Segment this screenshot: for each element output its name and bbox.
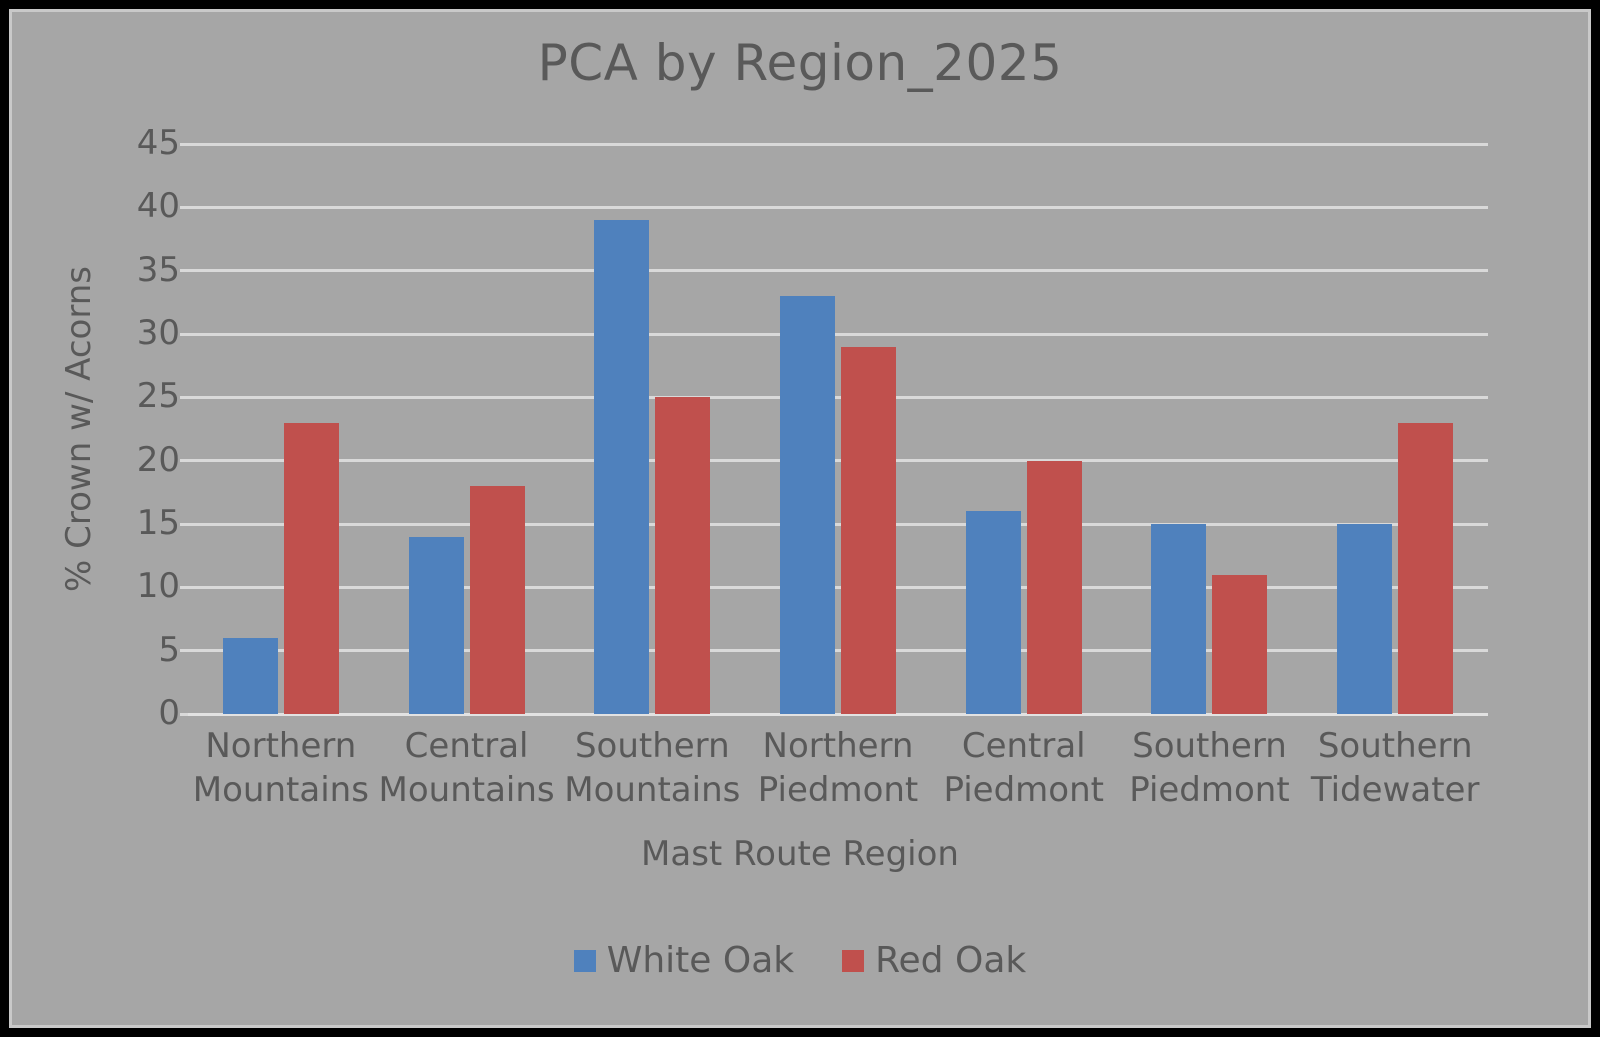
x-tick-label-line: Southern <box>574 726 730 766</box>
legend-label-white-oak: White Oak <box>606 940 795 981</box>
x-tick-label: Southern Tidewater <box>1302 724 1488 812</box>
gridline-5 <box>188 649 1488 653</box>
x-tick-label-line: Mountains <box>378 770 555 810</box>
bar-group <box>188 144 374 714</box>
gridline-40 <box>188 205 1488 209</box>
bar-red-oak[interactable] <box>1026 460 1082 714</box>
x-tick-label-line: Piedmont <box>1129 770 1290 810</box>
y-axis-title-label: % Crown w/ Acorns <box>59 266 100 592</box>
x-tick-label-line: Southern <box>1132 726 1287 766</box>
y-tick-label-25: 25 <box>136 376 180 417</box>
x-tick-label: Northern Mountains <box>188 724 374 812</box>
chart-inner-border: PCA by Region_2025 % Crown w/ Acorns 45 4… <box>9 9 1591 1028</box>
x-tick-label: Southern Mountains <box>559 724 745 812</box>
bar-group <box>931 144 1117 714</box>
y-tick-label-45: 45 <box>136 123 180 164</box>
x-tick-label-line: Northern <box>762 726 914 766</box>
bar-group <box>374 144 560 714</box>
legend-item-red-oak[interactable]: Red Oak <box>842 940 1026 981</box>
x-tick-label: Southern Piedmont <box>1117 724 1303 812</box>
y-tick-mark-40 <box>180 205 194 209</box>
x-tick-label: Central Piedmont <box>931 724 1117 812</box>
chart-title: PCA by Region_2025 <box>537 34 1063 92</box>
bar-group <box>745 144 931 714</box>
bar-series-container <box>188 144 1488 714</box>
bar-red-oak[interactable] <box>469 486 525 714</box>
y-tick-mark-5 <box>180 649 194 653</box>
bar-white-oak[interactable] <box>965 511 1021 714</box>
y-tick-label-35: 35 <box>136 249 180 290</box>
legend-swatch-red-oak <box>842 949 865 972</box>
bar-white-oak[interactable] <box>1337 524 1393 714</box>
x-tick-label-line: Tidewater <box>1310 770 1480 810</box>
y-tick-mark-10 <box>180 585 194 589</box>
x-tick-label-line: Central <box>404 726 529 766</box>
y-tick-label-20: 20 <box>136 439 180 480</box>
x-tick-label: Northern Piedmont <box>745 724 931 812</box>
y-tick-mark-15 <box>180 522 194 526</box>
gridline-45 <box>188 142 1488 146</box>
y-tick-mark-30 <box>180 332 194 336</box>
y-tick-mark-25 <box>180 395 194 399</box>
y-axis-title: % Crown w/ Acorns <box>56 144 102 714</box>
gridline-25 <box>188 395 1488 399</box>
bar-group <box>1302 144 1488 714</box>
y-tick-label-5: 5 <box>158 629 180 670</box>
chart-legend: White Oak Red Oak <box>12 940 1588 981</box>
y-tick-label-30: 30 <box>136 313 180 354</box>
bar-red-oak[interactable] <box>283 422 339 714</box>
x-tick-label-line: Piedmont <box>757 770 919 810</box>
bar-group <box>1117 144 1303 714</box>
bar-group <box>559 144 745 714</box>
y-tick-mark-35 <box>180 269 194 273</box>
legend-item-white-oak[interactable]: White Oak <box>573 940 795 981</box>
gridline-20 <box>188 459 1488 463</box>
bar-white-oak[interactable] <box>780 296 836 714</box>
x-tick-label-line: Southern <box>1317 726 1473 766</box>
y-tick-label-10: 10 <box>136 566 180 607</box>
gridline-30 <box>188 332 1488 336</box>
y-tick-mark-0 <box>180 712 194 716</box>
bar-red-oak[interactable] <box>655 397 711 714</box>
x-tick-label-line: Central <box>961 726 1086 766</box>
y-tick-label-15: 15 <box>136 503 180 544</box>
x-tick-label-line: Mountains <box>192 770 369 810</box>
x-tick-label-line: Mountains <box>564 770 741 810</box>
bar-white-oak[interactable] <box>1151 524 1207 714</box>
gridline-15 <box>188 522 1488 526</box>
gridline-35 <box>188 269 1488 273</box>
bar-red-oak[interactable] <box>1212 574 1268 714</box>
x-tick-label-line: Piedmont <box>943 770 1104 810</box>
bar-red-oak[interactable] <box>1398 422 1454 714</box>
x-tick-label: Central Mountains <box>374 724 560 812</box>
bar-red-oak[interactable] <box>841 346 897 714</box>
x-axis-title: Mast Route Region <box>641 834 959 874</box>
y-axis-tick-labels: 45 40 35 30 25 20 15 10 5 0 <box>108 123 194 733</box>
gridline-10 <box>188 585 1488 589</box>
x-tick-label-line: Northern <box>205 726 357 766</box>
legend-swatch-white-oak <box>573 949 596 972</box>
y-tick-label-40: 40 <box>136 186 180 227</box>
x-axis-tick-labels: Northern Mountains Central Mountains Souther… <box>188 724 1488 812</box>
y-tick-label-0: 0 <box>158 693 180 734</box>
gridline-0 <box>188 712 1488 716</box>
bar-white-oak[interactable] <box>222 638 278 714</box>
y-tick-mark-45 <box>180 142 194 146</box>
bar-white-oak[interactable] <box>594 220 650 714</box>
legend-label-red-oak: Red Oak <box>875 940 1027 981</box>
plot-area <box>188 142 1488 716</box>
y-tick-mark-20 <box>180 459 194 463</box>
bar-white-oak[interactable] <box>408 536 464 714</box>
